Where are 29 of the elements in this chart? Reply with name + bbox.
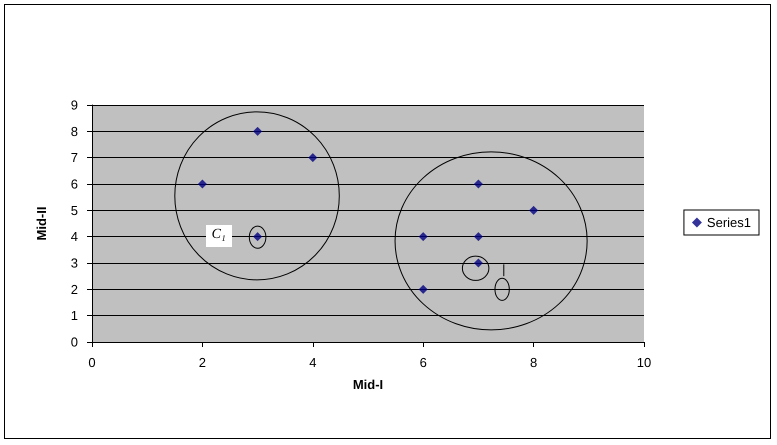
x-tick-label: 6	[420, 355, 427, 370]
point	[308, 153, 318, 162]
x-axis-title: Mid-I	[352, 377, 384, 392]
y-tick-label: 2	[70, 282, 78, 297]
point	[474, 180, 483, 188]
legend-label: Series1	[706, 215, 751, 230]
y-tick-label: 5	[70, 202, 78, 218]
x-tick-label: 4	[309, 355, 316, 370]
y-tick-label: 8	[70, 124, 78, 139]
annotation: C₁	[206, 224, 232, 247]
point	[474, 232, 483, 242]
y-tick-label: 3	[70, 256, 78, 270]
x-tick-label: 10	[636, 355, 652, 370]
x-tick-label: 0	[88, 355, 96, 370]
y-tick-label: 6	[70, 176, 78, 192]
point	[198, 180, 207, 188]
x-tick-label: 8	[530, 355, 538, 370]
point	[418, 284, 428, 294]
y-tick-label: 7	[70, 150, 78, 166]
point	[474, 258, 483, 268]
y-tick-label: 4	[70, 229, 78, 244]
y-axis-title: Mid-II	[34, 206, 49, 240]
y-tick-label: 9	[70, 98, 78, 112]
y-tick-label: 0	[70, 334, 78, 350]
point	[418, 232, 428, 242]
point	[529, 206, 538, 215]
x-tick-label: 2	[198, 355, 206, 370]
y-tick-label: 1	[70, 308, 78, 324]
point	[253, 126, 262, 136]
